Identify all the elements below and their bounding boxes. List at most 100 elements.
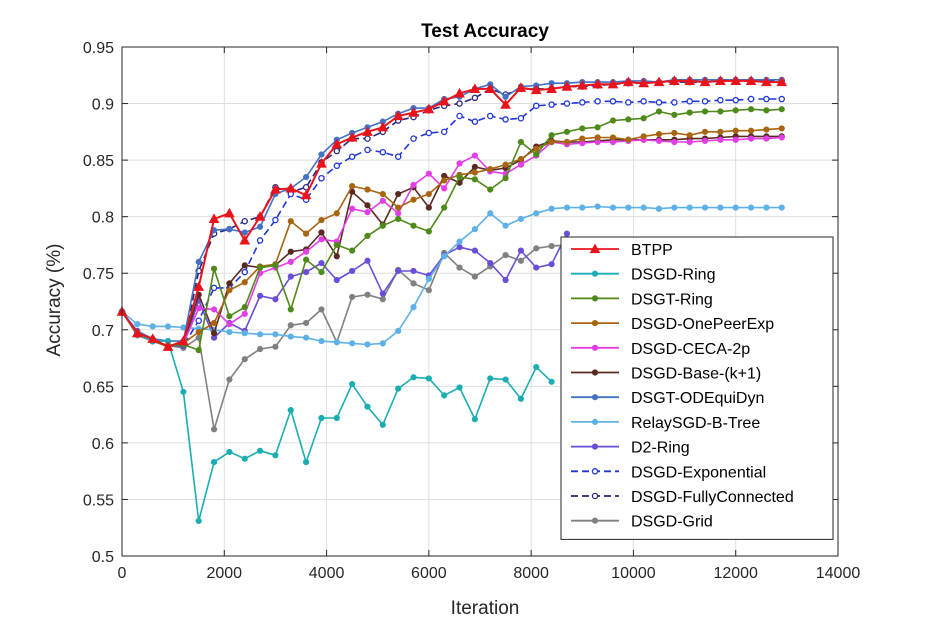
x-axis-label: Iteration	[451, 598, 520, 619]
data-point-btpp	[592, 78, 603, 89]
legend-label: BTPP	[631, 242, 673, 259]
data-point-btpp	[331, 138, 343, 149]
data-point-dsgd-exponential	[594, 98, 601, 105]
data-point-relaysgd-b-tree	[594, 203, 601, 210]
data-point-dsgd-exponential	[655, 99, 663, 106]
data-point-dsgd-onepeerexp	[425, 190, 432, 198]
data-point-dsgd-onepeerexp	[517, 155, 525, 163]
series-dsgt-ring	[118, 106, 785, 354]
data-point-dsgt-ring	[241, 304, 248, 311]
data-point-dsgd-ceca-2p	[195, 305, 202, 312]
data-point-relaysgd-b-tree	[533, 210, 540, 217]
data-point-dsgd-grid	[533, 245, 540, 252]
data-point-dsgt-ring	[333, 241, 340, 249]
data-point-dsgd-ring	[287, 406, 294, 414]
data-point-dsgd-exponential	[502, 116, 509, 123]
data-point-btpp	[408, 107, 419, 117]
data-point-dsgt-ring	[763, 107, 770, 114]
data-point-btpp	[162, 341, 174, 351]
data-point-dsgd-fullyconnected	[456, 100, 463, 107]
data-point-dsgd-ceca-2p	[732, 136, 739, 143]
data-point-btpp	[423, 103, 435, 114]
data-point-dsgt-ring	[640, 115, 647, 122]
data-point-dsgd-grid	[517, 257, 525, 264]
data-point-relaysgd-b-tree	[303, 334, 310, 341]
legend-swatch-marker	[591, 344, 599, 351]
legend-swatch-marker	[591, 492, 599, 500]
data-point-dsgd-ring	[456, 384, 463, 391]
legend-box	[560, 236, 834, 540]
y-tick-label: 0.7	[92, 323, 114, 340]
legend-swatch-marker	[591, 369, 599, 376]
legend-label: DSGD-Exponential	[631, 464, 766, 481]
data-point-relaysgd-b-tree	[517, 215, 525, 223]
data-point-dsgd-fullyconnected	[241, 217, 248, 225]
data-point-relaysgd-b-tree	[164, 323, 172, 330]
data-point-dsgd-exponential	[579, 99, 586, 106]
data-point-relaysgd-b-tree	[379, 340, 386, 347]
data-point-dsgd-exponential	[548, 101, 555, 108]
data-point-btpp	[224, 207, 235, 218]
data-point-dsgd-onepeerexp	[195, 328, 202, 336]
data-point-dsgt-ring	[548, 132, 555, 139]
data-point-dsgd-ring	[517, 395, 525, 402]
data-point-dsgd-onepeerexp	[732, 127, 739, 134]
data-point-dsgd-exponential	[732, 96, 739, 104]
data-point-dsgt-ring	[379, 222, 386, 229]
legend-item-dsgt-ring: DSGT-Ring	[571, 291, 713, 308]
data-point-dsgd-exponential	[410, 135, 417, 142]
data-point-dsgt-ring	[395, 215, 402, 223]
data-point-btpp	[776, 76, 788, 87]
data-point-dsgd-ceca-2p	[395, 210, 402, 217]
data-point-dsgd-ring	[425, 375, 432, 382]
data-point-dsgt-ring	[671, 111, 678, 118]
data-point-relaysgd-b-tree	[563, 204, 571, 211]
data-point-dsgd-exponential	[701, 98, 709, 105]
data-point-relaysgd-b-tree	[487, 210, 494, 217]
data-point-dsgd-ring	[180, 388, 187, 396]
data-point-dsgd-exponential	[533, 102, 540, 110]
data-point-dsgt-ring	[303, 256, 310, 263]
data-point-dsgd-onepeerexp	[609, 134, 617, 141]
data-point-dsgd-ceca-2p	[456, 160, 463, 167]
data-point-btpp	[530, 84, 542, 95]
y-tick-label: 0.95	[83, 40, 114, 57]
data-point-relaysgd-b-tree	[579, 204, 586, 211]
data-point-dsgd-ring	[303, 459, 310, 466]
data-point-dsgt-ring	[625, 116, 632, 123]
data-point-dsgt-odequidyn	[303, 173, 310, 181]
data-point-btpp	[254, 211, 266, 221]
data-point-dsgt-ring	[210, 265, 218, 272]
data-point-relaysgd-b-tree	[134, 321, 141, 328]
data-point-dsgt-ring	[579, 125, 586, 132]
data-point-dsgd-base-k-1	[364, 202, 371, 209]
data-point-relaysgd-b-tree	[655, 205, 663, 212]
series-dsgd-ceca-2p	[118, 134, 785, 349]
data-point-dsgd-onepeerexp	[395, 204, 402, 211]
data-point-dsgd-exponential	[456, 112, 463, 120]
data-point-dsgd-onepeerexp	[594, 134, 601, 141]
data-point-dsgd-onepeerexp	[763, 126, 770, 133]
y-tick-label: 0.9	[92, 97, 114, 114]
data-point-dsgd-base-k-1	[425, 204, 432, 211]
data-point-dsgd-fullyconnected	[333, 147, 341, 155]
data-point-dsgd-grid	[318, 306, 325, 313]
x-tick-label: 0	[118, 565, 127, 582]
data-point-relaysgd-b-tree	[425, 275, 432, 282]
data-point-relaysgd-b-tree	[502, 222, 509, 229]
data-point-dsgt-ring	[364, 232, 371, 239]
data-point-dsgd-onepeerexp	[671, 129, 678, 137]
data-point-dsgd-ceca-2p	[364, 209, 371, 216]
data-point-btpp	[745, 75, 757, 86]
data-point-relaysgd-b-tree	[364, 341, 371, 348]
data-point-dsgd-grid	[379, 296, 386, 303]
data-point-dsgd-onepeerexp	[487, 166, 494, 173]
data-point-dsgd-grid	[256, 345, 264, 353]
legend-swatch-marker	[591, 443, 599, 450]
y-axis-label: Accuracy (%)	[44, 244, 65, 357]
legend-swatch-marker	[591, 418, 599, 425]
data-point-relaysgd-b-tree	[318, 337, 325, 345]
legend-label: DSGT-ODEquiDyn	[631, 390, 764, 407]
data-point-dsgd-fullyconnected	[302, 184, 310, 191]
legend-swatch-marker	[591, 270, 599, 277]
